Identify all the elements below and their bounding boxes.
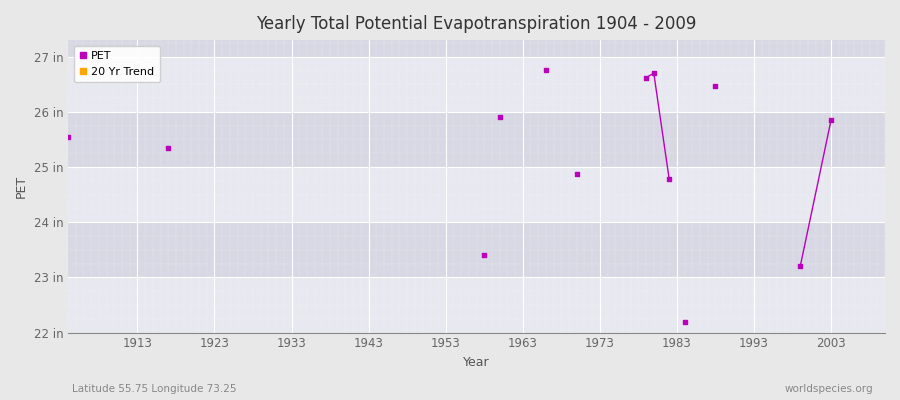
Bar xyxy=(68,40,885,57)
Point xyxy=(708,83,723,89)
Text: worldspecies.org: worldspecies.org xyxy=(785,384,873,394)
Point xyxy=(477,252,491,258)
Y-axis label: PET: PET xyxy=(15,175,28,198)
Point xyxy=(678,318,692,325)
Bar xyxy=(68,277,885,332)
Point xyxy=(539,67,554,74)
Point xyxy=(161,144,176,151)
Title: Yearly Total Potential Evapotranspiration 1904 - 2009: Yearly Total Potential Evapotranspiratio… xyxy=(256,15,697,33)
Point xyxy=(824,117,838,123)
Bar xyxy=(68,112,885,167)
Point xyxy=(570,171,584,178)
Bar xyxy=(68,57,885,112)
Point xyxy=(793,263,807,270)
Bar xyxy=(68,222,885,277)
Point xyxy=(492,114,507,120)
Point xyxy=(639,74,653,81)
Text: Latitude 55.75 Longitude 73.25: Latitude 55.75 Longitude 73.25 xyxy=(72,384,237,394)
Point xyxy=(646,70,661,76)
Point xyxy=(662,176,677,182)
X-axis label: Year: Year xyxy=(464,356,490,369)
Point xyxy=(61,134,76,140)
Legend: PET, 20 Yr Trend: PET, 20 Yr Trend xyxy=(74,46,160,82)
Bar xyxy=(68,167,885,222)
